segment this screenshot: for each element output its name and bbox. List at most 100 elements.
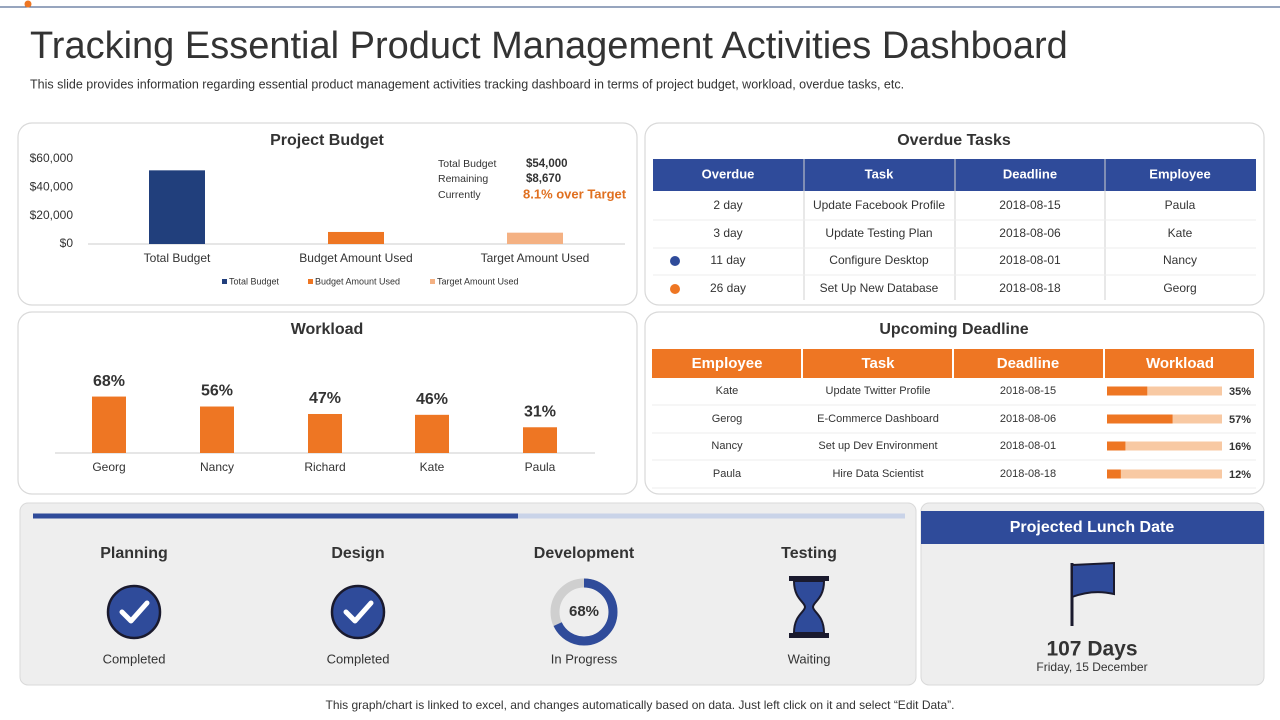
table-cell: 2018-08-15 xyxy=(1000,385,1056,397)
upcoming-panel xyxy=(644,311,1265,495)
table-header xyxy=(803,349,952,378)
table-cell: 11 day xyxy=(710,253,745,267)
table-cell: E-Commerce Dashboard xyxy=(817,413,939,425)
annotation-value: 8.1% over Target xyxy=(523,186,627,201)
table-cell: 26 day xyxy=(710,281,746,295)
bar-track xyxy=(1107,469,1222,479)
table-cell: 3 day xyxy=(713,226,742,240)
bar xyxy=(308,413,342,453)
bar xyxy=(415,414,449,453)
bar-track xyxy=(1107,386,1222,396)
check-mark xyxy=(343,600,374,624)
phase-name: Design xyxy=(331,545,384,562)
donut-label: 68% xyxy=(569,603,599,620)
column-header: Employee xyxy=(1149,166,1210,181)
x-tick-label: Target Amount Used xyxy=(481,251,590,265)
hourglass-bottom xyxy=(789,633,829,638)
x-tick-label: Nancy xyxy=(200,460,234,474)
bar xyxy=(200,406,234,453)
budget-panel xyxy=(17,122,638,306)
top-dot xyxy=(24,0,32,8)
table-cell: 2018-08-01 xyxy=(1000,440,1056,452)
table-header xyxy=(954,349,1103,378)
data-label: 46% xyxy=(416,391,448,408)
footer-note: This graph/chart is linked to excel, and… xyxy=(326,698,955,712)
table-cell: 2018-08-06 xyxy=(999,226,1061,240)
table-cell: Georg xyxy=(1163,281,1196,295)
hourglass-top xyxy=(789,576,829,581)
workload-panel xyxy=(17,311,638,495)
x-tick-label: Total Budget xyxy=(144,251,211,265)
table-title: Overdue Tasks xyxy=(897,132,1011,149)
legend-swatch xyxy=(430,279,435,284)
launch-date: Friday, 15 December xyxy=(1036,660,1147,674)
launch-title: Projected Lunch Date xyxy=(1010,519,1175,536)
data-label: 16% xyxy=(1229,441,1251,453)
annotation-label: Remaining xyxy=(438,173,488,185)
annotation-label: Currently xyxy=(438,189,481,201)
table-cell: 2018-08-15 xyxy=(999,198,1061,212)
table-cell: Paula xyxy=(713,468,742,480)
y-tick-label: $20,000 xyxy=(30,208,74,222)
workload-bar xyxy=(1107,469,1121,479)
data-label: 31% xyxy=(524,403,556,420)
data-label: 47% xyxy=(309,390,341,407)
hourglass-icon xyxy=(792,580,826,634)
bar xyxy=(523,427,557,453)
bar xyxy=(149,170,205,244)
launch-panel xyxy=(920,502,1265,686)
workload-bar xyxy=(1107,414,1173,424)
table-cell: Set Up New Database xyxy=(820,281,939,295)
phases-panel xyxy=(19,502,917,686)
y-tick-label: $40,000 xyxy=(30,180,74,194)
page-subtitle: This slide provides information regardin… xyxy=(30,77,904,91)
status-dot xyxy=(670,256,680,266)
table-header xyxy=(652,349,801,378)
column-header: Task xyxy=(865,166,894,181)
table-cell: 2018-08-01 xyxy=(999,253,1061,267)
table-cell: 2018-08-06 xyxy=(1000,413,1056,425)
column-header: Employee xyxy=(692,355,763,372)
x-tick-label: Budget Amount Used xyxy=(299,251,412,265)
legend-label: Total Budget xyxy=(229,276,280,286)
launch-header xyxy=(921,511,1264,544)
status-dot xyxy=(670,284,680,294)
data-label: 57% xyxy=(1229,414,1251,426)
phase-status: In Progress xyxy=(551,651,618,666)
phase-name: Testing xyxy=(781,545,837,562)
workload-bar xyxy=(1107,386,1148,396)
table-cell: 2018-08-18 xyxy=(999,281,1061,295)
legend-swatch xyxy=(222,279,227,284)
table-cell: Paula xyxy=(1165,198,1196,212)
table-cell: Configure Desktop xyxy=(829,253,929,267)
phase-status: Completed xyxy=(327,651,390,666)
check-icon xyxy=(330,584,386,640)
chart-title: Workload xyxy=(291,321,364,338)
annotation-value: $54,000 xyxy=(526,158,568,170)
data-label: 56% xyxy=(201,383,233,400)
data-label: 35% xyxy=(1229,386,1251,398)
data-label: 68% xyxy=(93,373,125,390)
x-tick-label: Paula xyxy=(525,460,556,474)
legend-swatch xyxy=(308,279,313,284)
y-tick-label: $0 xyxy=(60,236,74,250)
phase-status: Completed xyxy=(103,651,166,666)
column-header: Overdue xyxy=(702,166,755,181)
workload-bar xyxy=(1107,441,1126,451)
table-cell: Hire Data Scientist xyxy=(832,468,923,480)
table-cell: Nancy xyxy=(1163,253,1197,267)
launch-days: 107 Days xyxy=(1046,638,1137,661)
legend-label: Target Amount Used xyxy=(437,276,519,286)
table-cell: Kate xyxy=(716,385,739,397)
annotation-value: $8,670 xyxy=(526,173,561,185)
flag-icon xyxy=(1070,561,1115,626)
data-label: 12% xyxy=(1229,469,1251,481)
bar xyxy=(92,396,126,453)
table-cell: Kate xyxy=(1168,226,1193,240)
page-title: Tracking Essential Product Management Ac… xyxy=(30,25,1068,67)
phase-name: Planning xyxy=(100,545,168,562)
bar-track xyxy=(1107,441,1222,451)
column-header: Deadline xyxy=(997,355,1060,372)
column-header: Task xyxy=(861,355,895,372)
